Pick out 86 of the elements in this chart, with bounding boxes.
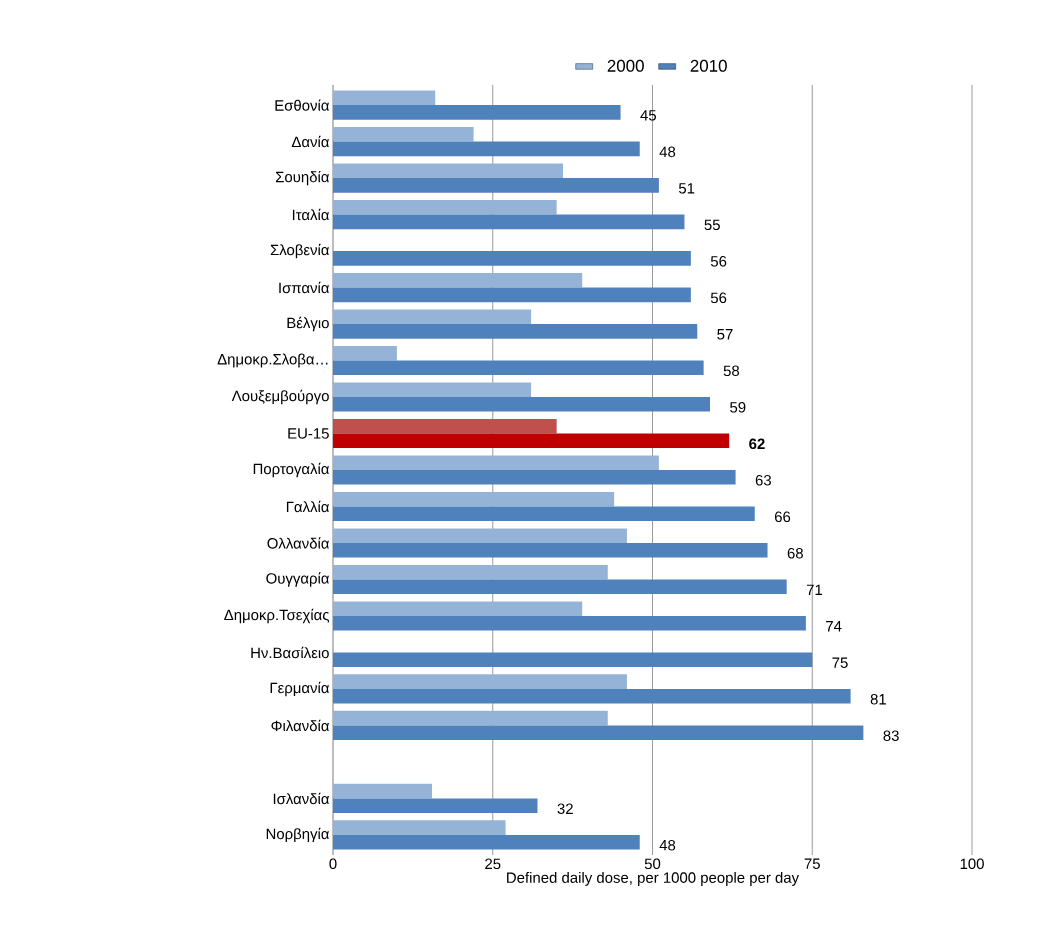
bar <box>333 542 768 558</box>
data-label: 58 <box>723 365 740 377</box>
x-tick-label: 25 <box>485 858 501 870</box>
y-tick-label: Ιταλία <box>292 208 330 221</box>
bar <box>333 688 851 704</box>
bar <box>333 90 436 106</box>
bar <box>333 652 813 668</box>
bar <box>333 345 397 361</box>
bar <box>333 834 640 850</box>
bar <box>333 324 698 339</box>
y-tick-label: Ολλανδία <box>267 537 330 549</box>
y-tick-label: Ην.Βασίλειο <box>251 646 329 659</box>
bar <box>333 615 806 631</box>
data-label: 45 <box>640 110 657 121</box>
bar <box>333 528 627 543</box>
bar <box>333 433 730 449</box>
data-label: 59 <box>730 402 746 413</box>
bar <box>333 272 583 288</box>
data-label: 66 <box>774 511 791 523</box>
y-tick-label: Ουγγαρία <box>266 572 330 587</box>
x-tick-label: 50 <box>644 858 661 870</box>
data-label: 81 <box>870 693 886 705</box>
data-label: 62 <box>749 438 765 450</box>
y-tick-label: Ισλανδία <box>273 792 330 805</box>
bar <box>333 491 615 507</box>
data-label: 55 <box>704 219 720 231</box>
data-label: 56 <box>710 256 727 267</box>
y-tick-label: Δημοκρ.Τσεχίας <box>224 608 330 624</box>
bar <box>333 105 621 120</box>
bar <box>333 214 685 230</box>
bar <box>333 163 564 179</box>
bar <box>333 783 433 799</box>
bar <box>333 725 864 741</box>
bar <box>333 397 711 412</box>
y-tick-label: Δημοκρ.Σλοβα… <box>217 353 328 368</box>
y-tick-label: Δανία <box>291 135 330 148</box>
bar <box>333 674 627 689</box>
bar <box>333 309 532 325</box>
data-label: 83 <box>883 730 899 742</box>
y-tick-label: Εσθονία <box>275 99 330 111</box>
data-label: 74 <box>826 621 842 632</box>
bar <box>333 564 608 580</box>
y-tick-label: EU-15 <box>288 428 329 439</box>
x-tick-label: 75 <box>804 858 820 869</box>
y-tick-label: Ισπανία <box>279 281 330 294</box>
data-label: 56 <box>710 292 727 304</box>
bar <box>333 287 691 303</box>
bar <box>333 360 704 376</box>
bar <box>333 251 691 266</box>
legend-label: 2000 <box>607 59 644 72</box>
x-axis-title: Defined daily dose, per 1000 people per day <box>507 871 800 886</box>
y-tick-label: Νορβηγία <box>266 827 330 843</box>
bar <box>333 418 557 434</box>
data-label: 48 <box>659 839 676 851</box>
y-tick-label: Γερμανία <box>270 681 330 697</box>
bar <box>333 178 659 193</box>
x-tick-label: 100 <box>960 858 984 870</box>
y-tick-label: Γαλλία <box>286 500 330 513</box>
bar <box>333 126 474 142</box>
data-label: 71 <box>806 584 823 595</box>
x-tick-label: 0 <box>329 858 337 870</box>
y-tick-label: Σουηδία <box>275 170 330 186</box>
bar <box>333 506 755 522</box>
y-tick-label: Βέλγιο <box>287 316 329 332</box>
bar <box>333 141 640 157</box>
legend-label: 2010 <box>690 59 727 72</box>
bar <box>333 455 659 470</box>
data-label: 75 <box>832 657 848 668</box>
bar <box>333 601 583 616</box>
y-tick-label: Πορτογαλία <box>253 462 330 478</box>
y-tick-label: Λουξεμβούργο <box>231 389 329 405</box>
bar <box>333 579 787 595</box>
data-label: 57 <box>717 329 733 340</box>
data-label: 32 <box>557 803 573 815</box>
bar <box>333 470 736 485</box>
y-tick-label: Σλοβενία <box>270 243 330 259</box>
data-label: 48 <box>659 146 676 158</box>
bar <box>333 199 557 215</box>
bar <box>333 382 532 398</box>
data-label: 51 <box>678 183 695 194</box>
bar <box>333 820 506 835</box>
y-tick-label: Φιλανδία <box>271 719 330 732</box>
bar <box>333 798 538 814</box>
bar <box>333 710 608 726</box>
data-label: 68 <box>787 547 803 559</box>
data-label: 63 <box>755 475 771 486</box>
